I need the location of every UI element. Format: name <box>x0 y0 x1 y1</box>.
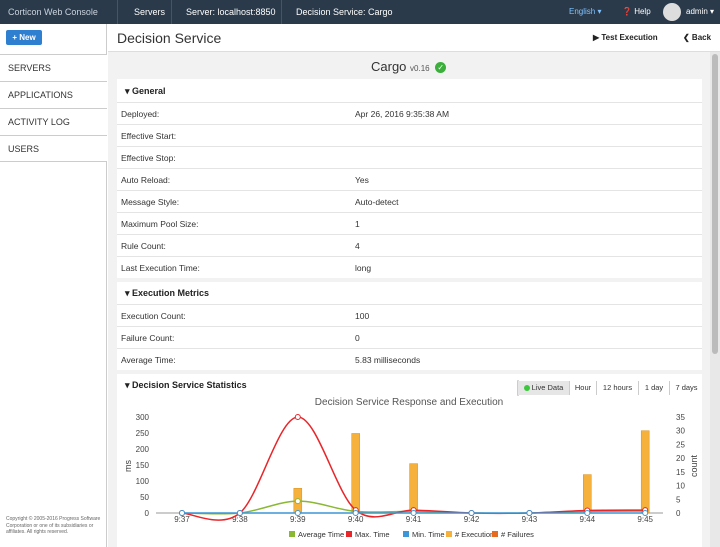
sidebar-item-applications[interactable]: APPLICATIONS <box>0 81 107 108</box>
live-dot-icon <box>523 385 530 391</box>
row-value: 4 <box>355 241 360 251</box>
range-7-days-button[interactable]: 7 days <box>669 381 703 395</box>
sidebar-item-users[interactable]: USERS <box>0 135 107 162</box>
page-title: Decision Service <box>117 30 222 46</box>
metrics-row: Execution Count: 100 <box>117 304 702 326</box>
row-label: Maximum Pool Size: <box>121 219 199 229</box>
top-navbar: Corticon Web Console Servers Server: loc… <box>0 0 720 24</box>
help-icon: ❓ <box>622 7 632 16</box>
sidebar-item-servers[interactable]: SERVERS <box>0 54 107 81</box>
sidebar-item-activity-log[interactable]: ACTIVITY LOG <box>0 108 107 135</box>
service-version: v0.16 <box>410 64 430 73</box>
row-label: Execution Count: <box>121 311 186 321</box>
row-value: long <box>355 263 372 273</box>
row-value: 5.83 milliseconds <box>355 355 421 365</box>
back-button[interactable]: ❮ Back <box>683 33 712 42</box>
test-execution-button[interactable]: ▶ Test Execution <box>593 33 658 42</box>
scrollbar[interactable] <box>710 52 720 547</box>
service-name: Cargo <box>371 59 407 74</box>
user-menu[interactable]: admin ▾ <box>686 7 715 16</box>
general-header[interactable]: ▾ General <box>125 86 166 96</box>
range-hour-button[interactable]: Hour <box>569 381 596 395</box>
breadcrumb-decision-service: Decision Service: Cargo <box>296 7 393 17</box>
general-row: Auto Reload: Yes <box>117 168 702 190</box>
metrics-row: Average Time: 5.83 milliseconds <box>117 348 702 370</box>
row-label: Message Style: <box>121 197 180 207</box>
new-button[interactable]: + New <box>6 30 42 45</box>
row-label: Effective Stop: <box>121 153 176 163</box>
service-title: Cargo v0.16 ✓ <box>371 59 447 74</box>
row-label: Rule Count: <box>121 241 166 251</box>
general-row: Last Execution Time: long <box>117 256 702 278</box>
general-row: Maximum Pool Size: 1 <box>117 212 702 234</box>
time-range-group: Live Data Hour 12 hours 1 day 7 days <box>517 380 698 396</box>
row-label: Auto Reload: <box>121 175 171 185</box>
range-1-day-button[interactable]: 1 day <box>638 381 669 395</box>
breadcrumb-separator <box>162 0 172 24</box>
row-value: 1 <box>355 219 360 229</box>
row-label: Deployed: <box>121 109 160 119</box>
row-value: 100 <box>355 311 370 321</box>
row-value: Yes <box>355 175 369 185</box>
row-label: Failure Count: <box>121 333 175 343</box>
help-label: Help <box>634 7 651 16</box>
general-panel: ▾ General Deployed: Apr 26, 2016 9:35:38 … <box>117 79 702 278</box>
statistics-panel: ▾ Decision Service Statistics <box>117 374 702 547</box>
breadcrumb-separator <box>108 0 118 24</box>
general-row: Effective Stop: <box>117 146 702 168</box>
general-row: Effective Start: <box>117 124 702 146</box>
general-row: Message Style: Auto-detect <box>117 190 702 212</box>
range-live-data-button[interactable]: Live Data <box>518 381 569 395</box>
check-icon: ✓ <box>435 62 447 73</box>
range-12-hours-button[interactable]: 12 hours <box>596 381 638 395</box>
breadcrumb-server[interactable]: Server: localhost:8850 <box>186 7 276 17</box>
row-value: 0 <box>355 333 360 343</box>
breadcrumb-servers[interactable]: Servers <box>134 7 166 17</box>
execution-metrics-header[interactable]: ▾ Execution Metrics <box>125 288 210 298</box>
metrics-row: Failure Count: 0 <box>117 326 702 348</box>
page-header: Decision Service ▶ Test Execution ❮ Back <box>108 24 720 52</box>
row-value: Auto-detect <box>355 197 399 207</box>
language-dropdown[interactable]: English ▾ <box>569 7 602 16</box>
execution-metrics-panel: ▾ Execution Metrics Execution Count: 100 … <box>117 282 702 370</box>
avatar[interactable] <box>663 3 681 21</box>
scrollbar-thumb[interactable] <box>712 54 718 354</box>
app-title[interactable]: Corticon Web Console <box>8 7 98 17</box>
main-content: Decision Service ▶ Test Execution ❮ Back… <box>108 24 720 547</box>
help-link[interactable]: ❓ Help <box>622 0 651 24</box>
row-label: Last Execution Time: <box>121 263 200 273</box>
statistics-header[interactable]: ▾ Decision Service Statistics <box>125 380 247 390</box>
row-label: Average Time: <box>121 355 176 365</box>
general-row: Rule Count: 4 <box>117 234 702 256</box>
breadcrumb-separator <box>272 0 282 24</box>
row-label: Effective Start: <box>121 131 177 141</box>
general-row: Deployed: Apr 26, 2016 9:35:38 AM <box>117 102 702 124</box>
row-value: Apr 26, 2016 9:35:38 AM <box>355 109 450 119</box>
copyright-text: Copyright © 2005-2016 Progress Software … <box>6 516 101 535</box>
range-label: Live Data <box>531 383 564 392</box>
